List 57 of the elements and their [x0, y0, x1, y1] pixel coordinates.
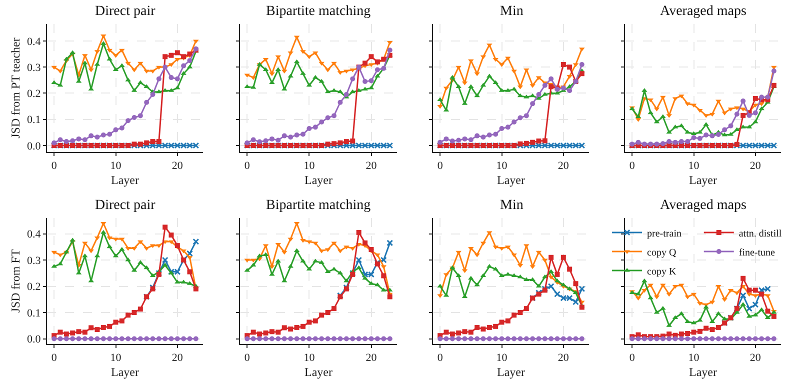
chart-title: Averaged maps [660, 4, 746, 19]
x-tick-label: 10 [496, 160, 508, 172]
y-tick-label: 0.0 [27, 334, 42, 346]
x-tick-label: 10 [688, 352, 700, 364]
x-axis-title: Layer [304, 365, 332, 380]
y-axis-title: JSD from FT [8, 248, 22, 313]
x-axis-title: Layer [304, 173, 332, 188]
y-tick-label: 0.4 [27, 36, 42, 48]
x-tick-label: 0 [51, 160, 58, 172]
chart-title: Min [500, 4, 524, 19]
x-tick-label: 0 [244, 352, 250, 364]
x-tick-label: 10 [304, 160, 316, 172]
x-axis-title: Layer [689, 173, 717, 188]
legend-label: copy K [647, 266, 677, 278]
x-tick-label: 20 [558, 160, 570, 172]
x-tick-label: 10 [110, 160, 122, 172]
x-tick-label: 20 [366, 160, 378, 172]
x-tick-label: 0 [629, 160, 636, 172]
x-tick-label: 10 [110, 352, 122, 364]
chart-title: Averaged maps [660, 198, 746, 213]
x-tick-label: 0 [244, 160, 250, 172]
chart-title: Direct pair [95, 4, 156, 19]
x-axis-title: Layer [497, 365, 525, 380]
chart-title: Bipartite matching [266, 198, 371, 213]
x-tick-label: 0 [437, 160, 444, 172]
y-tick-label: 0.0 [27, 140, 42, 152]
x-tick-label: 20 [750, 352, 762, 364]
x-tick-label: 20 [172, 160, 184, 172]
x-tick-label: 20 [750, 160, 762, 172]
y-tick-label: 0.2 [27, 88, 41, 100]
chart-title: Direct pair [95, 198, 156, 213]
x-tick-label: 20 [172, 352, 184, 364]
chart-title: Bipartite matching [266, 4, 371, 19]
legend-label: attn. distill [738, 228, 782, 240]
y-tick-label: 0.3 [27, 254, 42, 267]
y-tick-label: 0.1 [27, 307, 41, 320]
x-axis-title: Layer [689, 365, 717, 380]
x-tick-label: 0 [437, 352, 444, 364]
x-axis-title: Layer [111, 173, 139, 188]
x-tick-label: 10 [688, 160, 700, 172]
legend-label: copy Q [647, 247, 677, 258]
x-tick-label: 10 [304, 352, 316, 364]
legend-label: fine-tune [738, 247, 776, 258]
x-tick-label: 10 [496, 352, 508, 364]
y-tick-label: 0.2 [27, 281, 41, 294]
chart-title: Min [500, 198, 524, 213]
x-axis-title: Layer [111, 365, 139, 380]
y-tick-label: 0.4 [27, 228, 42, 241]
y-tick-label: 0.3 [27, 62, 42, 74]
legend-label: pre-train [647, 228, 682, 240]
x-tick-label: 20 [366, 352, 378, 364]
x-axis-title: Layer [497, 173, 525, 188]
y-axis-title: JSD from PT teacher [8, 38, 22, 138]
x-tick-label: 0 [51, 352, 58, 364]
x-tick-label: 0 [629, 352, 636, 364]
y-tick-label: 0.1 [27, 114, 41, 126]
x-tick-label: 20 [558, 352, 570, 364]
